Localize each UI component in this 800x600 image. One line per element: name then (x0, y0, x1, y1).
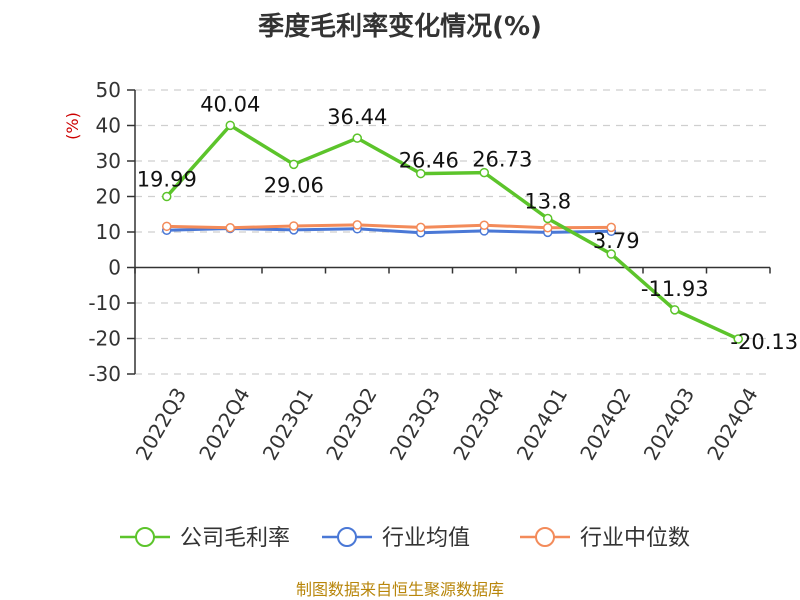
x-tick-label: 2022Q3 (131, 384, 191, 465)
data-point (352, 220, 362, 230)
data-label: 26.46 (399, 149, 459, 173)
y-axis-label: (%) (63, 112, 82, 140)
y-tick-label: 10 (96, 220, 121, 244)
x-tick-label: 2024Q3 (639, 384, 699, 465)
data-point (289, 221, 299, 231)
data-label: -11.93 (641, 277, 709, 301)
legend-item: 公司毛利率 (120, 526, 290, 551)
series-2 (162, 220, 616, 233)
x-tick-label: 2022Q4 (194, 384, 254, 465)
data-point (606, 222, 616, 233)
data-label: 19.99 (137, 168, 197, 192)
data-point (162, 191, 172, 202)
data-point (225, 222, 235, 233)
source-note: 制图数据来自恒生聚源数据库 (296, 580, 504, 599)
data-point (416, 222, 426, 233)
data-point (479, 220, 489, 231)
x-tick-labels: 2022Q3 2022Q4 2023Q1 2023Q2 2023Q3 2023Q4 2024… (131, 384, 763, 465)
data-label: 40.04 (200, 92, 260, 116)
data-point (162, 221, 172, 232)
y-tick-label: 50 (96, 78, 121, 102)
axes (127, 89, 771, 375)
x-tick-label: 2024Q1 (512, 384, 572, 465)
legend-marker (135, 527, 155, 547)
data-point (479, 167, 489, 178)
legend-item: 行业中位数 (520, 526, 690, 551)
data-label: 29.06 (264, 173, 324, 197)
data-label: 3.79 (593, 229, 640, 253)
data-label: -20.13 (730, 330, 798, 354)
legend-label: 行业中位数 (580, 526, 690, 551)
x-tick-label: 2024Q2 (575, 384, 635, 465)
y-tick-labels: 50 40 30 20 10 0 -10 -20 -30 (88, 78, 121, 386)
data-point (543, 222, 553, 233)
x-tick-label: 2023Q2 (321, 384, 381, 465)
y-tick-label: -20 (88, 327, 121, 351)
y-tick-label: 40 (96, 114, 121, 138)
data-point (289, 159, 299, 170)
x-tick-label: 2023Q1 (258, 384, 318, 465)
legend-label: 公司毛利率 (180, 526, 290, 551)
y-tick-label: 20 (96, 185, 121, 209)
legend-marker (337, 527, 357, 547)
series-0 (162, 120, 743, 344)
series-layer (162, 120, 743, 344)
chart-title: 季度毛利率变化情况(%) (258, 11, 542, 42)
x-tick-label: 2024Q4 (702, 384, 762, 465)
legend-label: 行业均值 (382, 526, 470, 551)
data-point (225, 120, 235, 131)
data-point (606, 249, 616, 259)
legend: 公司毛利率 行业均值 行业中位数 (120, 526, 690, 551)
data-point (670, 305, 680, 315)
y-tick-label: 0 (108, 256, 121, 280)
legend-item: 行业均值 (322, 526, 470, 551)
data-label: 26.73 (472, 148, 532, 172)
y-tick-label: 30 (96, 149, 121, 173)
y-tick-label: -30 (88, 362, 121, 386)
series-line (166, 223, 612, 230)
data-point (543, 213, 553, 224)
data-point (416, 168, 426, 179)
series-line (165, 123, 739, 341)
data-label: 13.8 (524, 190, 571, 214)
data-point (352, 133, 362, 143)
y-tick-label: -10 (88, 291, 121, 315)
data-labels: 19.99 40.04 29.06 36.44 26.46 26.73 13.8 3.79-1… (137, 92, 798, 354)
data-label: 36.44 (327, 105, 387, 129)
data-point (733, 334, 743, 344)
x-tick-label: 2023Q3 (385, 384, 445, 465)
legend-marker (535, 527, 555, 547)
x-tick-label: 2023Q4 (448, 384, 508, 465)
